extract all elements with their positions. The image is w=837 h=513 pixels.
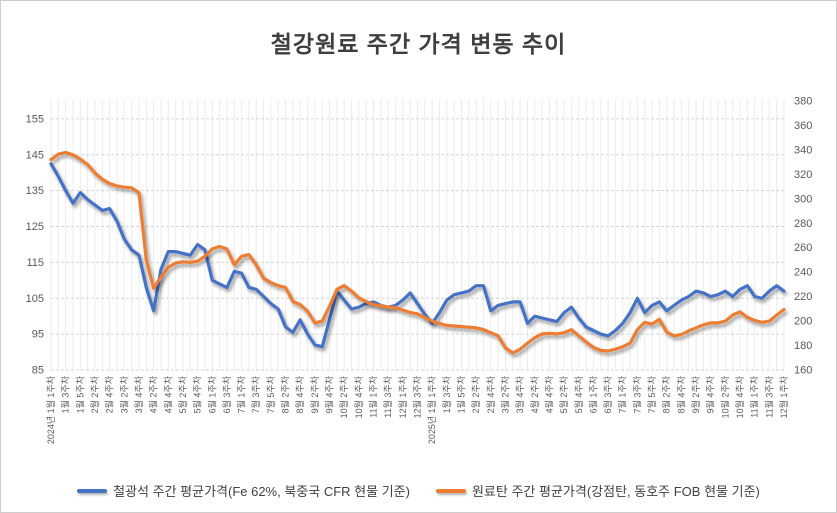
- x-axis-tick-label: 7월 5주차: [265, 375, 276, 413]
- x-axis-tick-label: 7월 1주차: [236, 375, 247, 413]
- x-axis-tick-label: 1월 3주차: [60, 375, 71, 413]
- left-axis-tick-label: 125: [26, 221, 44, 233]
- x-axis-tick-label: 4월 2주차: [148, 375, 159, 413]
- iron-ore-price-line: [49, 162, 786, 349]
- x-axis-tick-label: 4월 2주차: [529, 375, 540, 413]
- x-axis-tick-label: 7월 3주차: [250, 375, 261, 413]
- x-axis-tick-label: 1월 5주차: [455, 375, 466, 413]
- left-axis-tick-label: 135: [26, 185, 44, 197]
- x-axis-tick-label: 10월 4주차: [353, 375, 364, 418]
- x-axis-tick-label: 6월 1주차: [587, 375, 598, 413]
- right-axis-tick-label: 320: [794, 169, 812, 181]
- x-axis-tick-label: 8월 2주차: [280, 375, 291, 413]
- legend-item-iron-ore: 철광석 주간 평균가격(Fe 62%, 북중국 CFR 현물 기준): [77, 481, 410, 500]
- x-axis-tick-label: 6월 1주차: [206, 375, 217, 413]
- x-axis-tick-label: 3월 2주차: [499, 375, 510, 413]
- x-axis-tick-label: 1월 5주차: [74, 375, 85, 413]
- left-axis-tick-label: 105: [26, 293, 44, 305]
- x-axis-tick-label: 2024년 1월 1주차: [45, 375, 56, 444]
- x-axis-tick-label: 4월 4주차: [162, 375, 173, 413]
- coking-coal-price-line: [49, 150, 786, 355]
- x-axis-tick-label: 5월 2주차: [177, 375, 188, 413]
- iron-ore-line-swatch-icon: [77, 488, 108, 493]
- x-axis-tick-label: 12월 3주차: [412, 375, 423, 418]
- left-axis-tick-label: 115: [26, 257, 44, 269]
- x-axis-tick-label: 2월 4주차: [104, 375, 115, 413]
- x-axis-tick-label: 9월 2주차: [690, 375, 701, 413]
- right-axis-tick-label: 300: [794, 193, 812, 205]
- x-axis-tick-label: 5월 4주차: [192, 375, 203, 413]
- right-axis-tick-label: 160: [794, 365, 812, 377]
- left-axis-tick-label: 95: [32, 329, 44, 341]
- x-axis-tick-label: 10월 4주차: [734, 375, 745, 418]
- x-axis-tick-label: 7월 5주차: [646, 375, 657, 413]
- x-axis-tick-label: 2025년 1월 1주차: [426, 375, 437, 444]
- x-axis-tick-label: 12월 1주차: [397, 375, 408, 418]
- coking-coal-line-swatch-icon: [435, 488, 466, 493]
- x-axis-tick-label: 12월 1주차: [778, 375, 789, 418]
- right-axis-tick-label: 340: [794, 144, 812, 156]
- x-axis-tick-label: 9월 4주차: [705, 375, 716, 413]
- right-axis-tick-label: 200: [794, 316, 812, 328]
- x-axis-tick-label: 2월 4주차: [485, 375, 496, 413]
- right-axis-tick-label: 360: [794, 120, 812, 132]
- x-axis-tick-label: 11월 3주차: [763, 375, 774, 417]
- x-axis-tick-label: 11월 3주차: [382, 375, 393, 417]
- right-axis-tick-label: 380: [794, 96, 812, 108]
- x-axis-tick-label: 2월 2주차: [89, 375, 100, 413]
- x-axis-tick-label: 11월 1주차: [749, 375, 760, 417]
- x-axis-tick-label: 9월 4주차: [324, 375, 335, 413]
- x-axis-tick-label: 7월 3주차: [631, 375, 642, 413]
- x-axis-tick-label: 7월 1주차: [617, 375, 628, 413]
- x-axis-tick-label: 3월 4주차: [133, 375, 144, 413]
- legend-label-iron-ore: 철광석 주간 평균가격(Fe 62%, 북중국 CFR 현물 기준): [113, 484, 410, 499]
- x-axis-tick-label: 3월 4주차: [514, 375, 525, 413]
- right-axis-tick-label: 240: [794, 267, 812, 279]
- x-axis-tick-label: 10월 2주차: [338, 375, 349, 418]
- left-axis-tick-label: 155: [26, 113, 44, 125]
- right-axis-tick-label: 180: [794, 340, 812, 352]
- x-axis-tick-label: 10월 2주차: [719, 375, 730, 418]
- x-axis-tick-label: 8월 4주차: [294, 375, 305, 413]
- x-axis-tick-label: 11월 1주차: [368, 375, 379, 417]
- x-axis-tick-label: 8월 2주차: [661, 375, 672, 413]
- x-axis-tick-label: 8월 4주차: [675, 375, 686, 413]
- x-axis-tick-label: 5월 4주차: [573, 375, 584, 413]
- right-axis-tick-label: 280: [794, 218, 812, 230]
- left-axis-tick-label: 145: [26, 149, 44, 161]
- x-axis-tick-label: 1월 3주차: [441, 375, 452, 413]
- left-axis-tick-label: 85: [32, 365, 44, 377]
- legend-label-coking-coal: 원료탄 주간 평균가격(강점탄, 동호주 FOB 현물 기준): [471, 484, 760, 499]
- legend-item-coking-coal: 원료탄 주간 평균가격(강점탄, 동호주 FOB 현물 기준): [435, 481, 760, 500]
- chart-title: 철강원료 주간 가격 변동 추이: [270, 31, 567, 57]
- x-axis-tick-label: 4월 4주차: [543, 375, 554, 413]
- chart-legend: 철광석 주간 평균가격(Fe 62%, 북중국 CFR 현물 기준) 원료탄 주…: [1, 481, 836, 500]
- right-axis-tick-label: 220: [794, 291, 812, 303]
- x-axis-tick-label: 6월 3주차: [221, 375, 232, 413]
- x-axis-tick-label: 9월 2주차: [309, 375, 320, 413]
- x-axis-tick-label: 6월 3주차: [602, 375, 613, 413]
- x-axis-tick-label: 3월 2주차: [118, 375, 129, 413]
- x-axis-tick-label: 5월 2주차: [558, 375, 569, 413]
- x-axis-tick-label: 2월 2주차: [470, 375, 481, 413]
- right-axis-tick-label: 260: [794, 242, 812, 254]
